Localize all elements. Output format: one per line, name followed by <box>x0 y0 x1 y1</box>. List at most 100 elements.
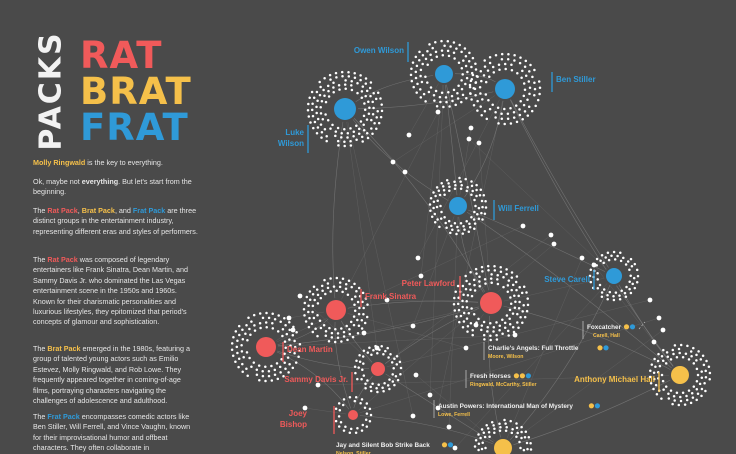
movie-dot <box>493 269 497 272</box>
movie-dot <box>386 346 389 350</box>
movie-dot <box>635 268 639 272</box>
movie-dot <box>474 68 478 71</box>
movie-dot <box>264 379 267 383</box>
movie-dot <box>294 361 298 364</box>
movie-dot <box>353 76 357 79</box>
movie-dot <box>476 99 479 103</box>
movie-dot <box>235 345 239 349</box>
movie-dot <box>319 123 323 126</box>
movie-dot <box>384 349 387 353</box>
movie-title: Austin Powers: International Man of Myst… <box>438 403 573 410</box>
movie-dot <box>419 88 422 91</box>
movie-dot <box>365 315 369 319</box>
movie-dot <box>488 56 492 59</box>
movie-dot <box>360 429 364 432</box>
movie-dot <box>338 281 342 284</box>
movie-dot <box>619 259 623 263</box>
movie-dot <box>335 76 338 79</box>
movie-dot <box>337 415 341 418</box>
shared-movie-dot <box>415 255 421 261</box>
movie-dot <box>326 119 330 122</box>
movie-dot <box>461 299 464 303</box>
movie-dot <box>503 122 506 126</box>
movie-dot <box>618 294 621 297</box>
movie-dot <box>612 295 615 298</box>
movie-dot <box>452 51 456 54</box>
movie-dot <box>509 302 513 305</box>
movie-dot <box>342 398 346 401</box>
actor-label-will: Will Ferrell <box>498 204 539 213</box>
movie-dot <box>491 65 495 69</box>
movie-dot <box>533 81 536 85</box>
network-edge <box>335 309 467 349</box>
movie-dot <box>445 100 448 104</box>
movie-dot <box>392 367 395 370</box>
movie-dot <box>238 333 241 337</box>
movie-dot <box>237 357 241 361</box>
shared-movie-dot <box>463 345 469 351</box>
movie-dot <box>344 79 347 82</box>
movie-dot <box>442 105 445 109</box>
network-edge <box>299 295 379 370</box>
movie-dot <box>261 370 264 373</box>
movie-dot <box>356 318 359 322</box>
movie-dot <box>342 429 346 432</box>
movie-dot <box>523 435 527 439</box>
movie-dot <box>496 282 500 286</box>
movie-dot <box>440 181 443 185</box>
network-edge <box>417 88 506 259</box>
movie-dot <box>371 132 374 135</box>
movie-dot <box>332 90 335 94</box>
movie-dot <box>359 78 362 82</box>
movie-dot <box>334 130 338 133</box>
movie-dot <box>451 228 454 232</box>
movie-dot <box>511 325 515 329</box>
movie-dot <box>324 100 328 104</box>
movie-dot <box>469 92 472 95</box>
movie-dot <box>486 264 490 268</box>
movie-dot <box>474 93 477 97</box>
movie-dot <box>488 75 491 78</box>
movie-dot <box>241 370 244 374</box>
movie-dot <box>372 106 375 110</box>
movie-dot <box>695 353 698 357</box>
movie-dot <box>341 75 344 78</box>
actor-label-anthony: Anthony Michael Hall <box>574 375 655 384</box>
movie-dot <box>671 348 675 352</box>
movie-dot <box>513 294 516 297</box>
movie-dot <box>316 334 319 338</box>
movie-dot <box>366 351 370 354</box>
movie-dot <box>492 330 495 333</box>
movie-dot <box>518 300 521 304</box>
movie-dot <box>500 117 504 121</box>
movie-dot <box>369 385 372 389</box>
movie-dot <box>678 351 681 355</box>
movie-dot <box>488 61 492 65</box>
movie-dot <box>504 429 508 433</box>
actor-label-peter: Peter Lawford <box>402 279 455 288</box>
movie-dot <box>343 83 347 86</box>
movie-dot <box>602 261 605 265</box>
movie-dot <box>618 297 622 301</box>
movie-dot <box>464 177 467 181</box>
movie-dot <box>496 278 499 281</box>
movie-dot <box>362 312 365 316</box>
movie-dot <box>507 279 511 282</box>
actor-node-owen <box>435 65 453 83</box>
movie-dot <box>306 108 310 112</box>
movie-dot <box>259 326 262 330</box>
network-edge <box>317 374 681 386</box>
movie-dot <box>468 85 472 89</box>
movie-annotation: Charlie's Angels: Full Throttle Moore, Wi… <box>483 342 609 360</box>
movie-dot <box>440 49 444 52</box>
movie-dot <box>271 312 274 315</box>
movie-title: Jay and Silent Bob Strike Back <box>336 442 430 449</box>
movie-dot <box>391 373 394 376</box>
movie-dot <box>258 321 262 325</box>
movie-dot <box>494 110 497 114</box>
movie-dot <box>473 227 476 231</box>
movie-dot <box>510 63 513 67</box>
movie-dot <box>497 122 500 125</box>
movie-dot <box>464 82 467 86</box>
movie-dot <box>689 350 693 353</box>
